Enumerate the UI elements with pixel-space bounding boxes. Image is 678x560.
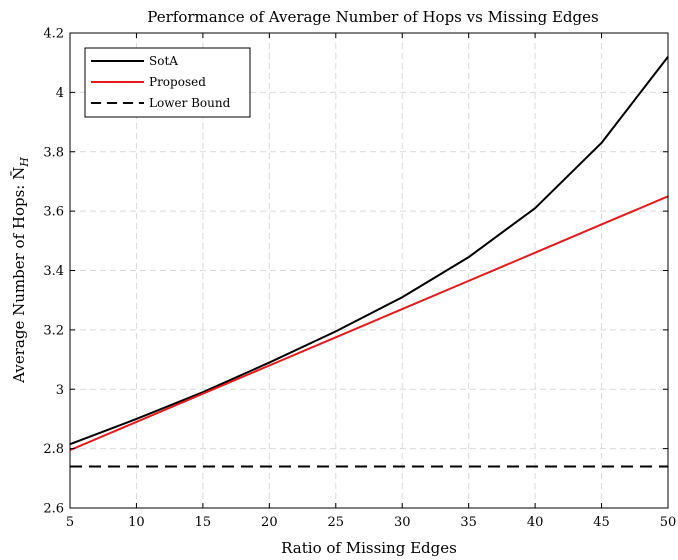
legend: SotA Proposed Lower Bound bbox=[84, 47, 251, 118]
legend-label-lower-bound: Lower Bound bbox=[149, 96, 231, 110]
x-tick-label: 45 bbox=[593, 515, 610, 530]
y-axis-label: Average Number of Hops: N̄H bbox=[10, 157, 31, 384]
series-group bbox=[69, 56, 669, 468]
x-axis-label: Ratio of Missing Edges bbox=[281, 539, 457, 557]
y-tick-label: 3.4 bbox=[43, 264, 64, 279]
y-tick-label: 3.2 bbox=[43, 323, 64, 338]
x-tick-label: 10 bbox=[128, 515, 145, 530]
y-tick-label: 2.6 bbox=[43, 502, 64, 517]
series-line-sota bbox=[69, 56, 669, 446]
y-tick-label: 3 bbox=[56, 383, 64, 398]
x-tick-label: 35 bbox=[460, 515, 477, 530]
y-tick-label: 2.8 bbox=[43, 442, 64, 457]
y-tick-label: 3.6 bbox=[43, 205, 64, 220]
x-tick-label: 20 bbox=[261, 515, 278, 530]
series-line-proposed bbox=[69, 195, 669, 452]
y-tick-label: 4.2 bbox=[43, 27, 64, 42]
x-tick-label: 5 bbox=[66, 515, 74, 530]
y-axis-label-subscript: H bbox=[18, 157, 31, 168]
x-tick-label: 40 bbox=[527, 515, 544, 530]
x-tick-label: 25 bbox=[328, 515, 345, 530]
y-axis-label-main: Average Number of Hops: N̄ bbox=[10, 167, 28, 384]
ticks: 5 10 15 20 25 30 35 40 45 50 2.6 2.8 3 3.2 3.4 3.6 3.8 4 4… bbox=[43, 27, 676, 531]
y-tick-label: 4 bbox=[56, 86, 64, 101]
grid bbox=[70, 33, 668, 508]
chart-title: Performance of Average Number of Hops vs… bbox=[147, 8, 598, 26]
x-tick-label: 15 bbox=[195, 515, 212, 530]
x-tick-label: 50 bbox=[660, 515, 677, 530]
x-tick-label: 30 bbox=[394, 515, 411, 530]
y-tick-label: 3.8 bbox=[43, 145, 64, 160]
legend-label-proposed: Proposed bbox=[149, 75, 206, 89]
legend-label-sota: SotA bbox=[149, 54, 178, 68]
